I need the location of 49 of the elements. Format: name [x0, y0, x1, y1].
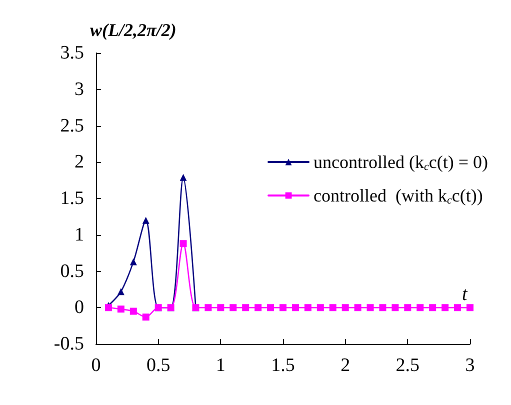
x-tick-label: 2 [340, 355, 350, 376]
point [280, 304, 286, 312]
point [242, 304, 250, 312]
y-tick-label: 1.5 [60, 188, 84, 209]
y-tick-label: 3.5 [60, 42, 84, 64]
point [429, 304, 436, 312]
x-tick-label: 1 [216, 355, 226, 376]
y-axis-title: w(L/2,2π/2) [90, 20, 176, 40]
point [180, 174, 187, 181]
point [379, 304, 386, 312]
x-tick-label: 3 [465, 355, 475, 376]
point [204, 304, 212, 312]
point [142, 216, 150, 224]
point [254, 304, 262, 312]
y-tick-label: 3 [74, 78, 84, 100]
x-tick-label: 0.5 [146, 355, 170, 376]
y-tick-label: 0 [74, 297, 84, 318]
point [342, 304, 349, 312]
y-tick-label: -0.5 [54, 334, 84, 354]
x-tick-label: 2.5 [396, 355, 420, 376]
point [267, 304, 274, 312]
y-tick-label: 2.5 [60, 115, 84, 136]
point [454, 304, 462, 312]
point [442, 304, 449, 312]
point [104, 304, 112, 312]
x-tick-label: 1.5 [271, 355, 295, 376]
point [329, 304, 336, 312]
point [466, 304, 474, 312]
y-tick-label: 2 [74, 152, 84, 173]
point [130, 308, 137, 315]
point [366, 304, 374, 312]
point [130, 258, 137, 266]
point [117, 306, 124, 313]
x-tick-label: 0 [91, 355, 101, 376]
point [354, 304, 362, 312]
x-axis-title: t [462, 284, 468, 305]
point [180, 240, 187, 248]
point [316, 304, 324, 312]
point [404, 304, 412, 312]
point [292, 304, 299, 312]
point [217, 304, 224, 312]
point [117, 288, 124, 296]
point [230, 304, 237, 312]
point [142, 314, 150, 321]
point [304, 304, 312, 312]
y-tick-label: 0.5 [60, 260, 84, 282]
y-tick-label: 1 [74, 224, 84, 246]
point [392, 304, 399, 312]
point [416, 304, 424, 312]
